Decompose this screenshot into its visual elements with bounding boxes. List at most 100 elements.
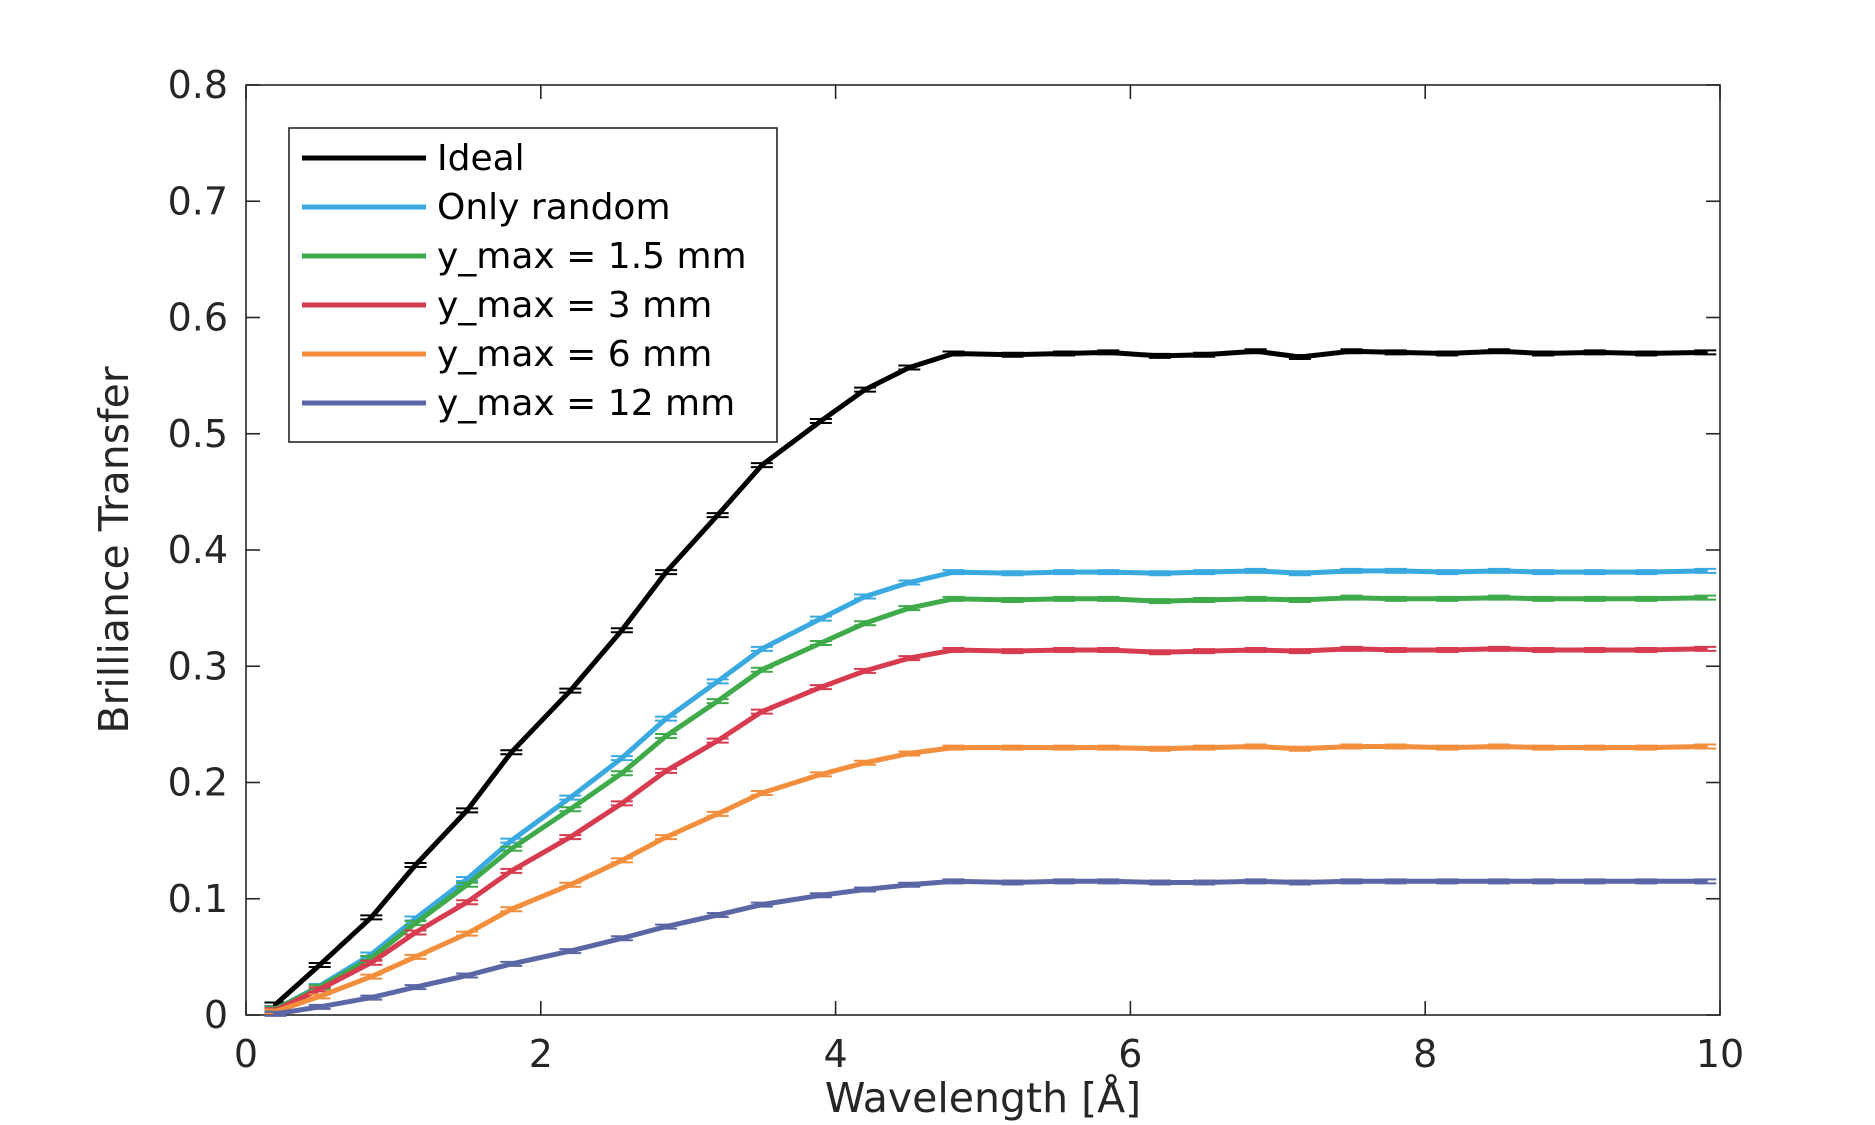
data-point [819,685,823,689]
data-point [1254,879,1258,883]
data-point [1062,746,1066,750]
data-point [1298,598,1302,602]
data-point [1202,746,1206,750]
data-point [1497,596,1501,600]
data-point [716,679,720,683]
data-point [664,734,668,738]
x-tick-label: 10 [1696,1032,1744,1076]
series-line [273,646,1708,1013]
data-point [1062,597,1066,601]
data-point [414,917,418,921]
data-point [318,994,322,998]
data-point [952,746,956,750]
data-point [273,1003,277,1007]
data-point [568,807,572,811]
data-point [1158,354,1162,358]
data-point [1106,570,1110,574]
data-point [1703,879,1707,883]
data-point [1644,352,1648,356]
data-point [1445,648,1449,652]
data-point [1644,597,1648,601]
x-tick-label: 4 [824,1032,848,1076]
data-point [1541,648,1545,652]
data-point [1158,747,1162,751]
y-tick-label: 0.8 [168,63,228,107]
data-point [1703,350,1707,354]
data-point [863,595,867,598]
data-point [952,879,956,883]
data-point [318,963,322,967]
data-point [952,352,956,356]
data-point [568,835,572,839]
data-point [1062,879,1066,883]
data-point [1062,352,1066,356]
data-point [1497,569,1501,573]
data-point [1445,879,1449,883]
data-point [1010,571,1014,575]
legend-box [288,127,778,443]
data-point [664,570,668,574]
series-line [273,744,1708,1014]
data-point [1541,352,1545,356]
legend-entry: Ideal [302,138,525,179]
data-point [1350,596,1353,600]
x-tick-label: 6 [1118,1032,1142,1076]
data-point [620,756,624,760]
data-point [1445,597,1449,601]
data-point [1350,879,1353,883]
data-point [620,936,624,940]
data-point [1593,746,1597,750]
data-series [264,348,1717,1017]
data-point [1497,744,1501,748]
data-point [1202,353,1206,357]
data-point [465,883,469,887]
data-point [1445,746,1449,750]
data-point [1703,569,1707,573]
data-point [819,641,823,645]
data-point [1158,599,1162,603]
data-point [1298,880,1302,884]
data-point [907,883,911,887]
legend-entry: y_max = 3 mm [302,285,712,326]
legend: Ideal Only random y_max = 1.5 mm y_max = 3 … [288,127,778,443]
data-point [664,769,668,773]
x-axis-title: Wavelength [Å] [825,1074,1141,1122]
data-point [1202,598,1206,602]
data-point [620,801,624,805]
data-point [1254,349,1258,353]
data-point [1298,649,1302,653]
data-point [1644,746,1648,750]
legend-label: Ideal [437,138,525,179]
data-point [907,365,911,369]
data-point [1010,746,1014,750]
data-point [318,987,322,991]
data-point [1106,879,1110,883]
legend-label: y_max = 6 mm [437,334,712,375]
data-point [863,887,867,891]
data-point [1541,597,1545,601]
data-point [819,419,823,423]
data-point [863,388,867,392]
data-point [907,581,911,585]
data-point [1593,350,1597,354]
data-point [1350,349,1353,353]
data-point [1010,880,1014,884]
data-point [414,921,418,925]
data-point [664,925,668,929]
data-point [1394,350,1398,354]
legend-entry: y_max = 12 mm [302,383,735,424]
data-point [414,955,418,959]
data-point [907,751,911,755]
data-point [716,513,720,517]
x-tick-label: 2 [529,1032,553,1076]
data-point [1158,571,1162,575]
data-point [1298,571,1302,575]
data-point [952,597,956,601]
data-point [1541,879,1545,883]
data-point [1445,352,1449,356]
data-point [1497,879,1501,883]
data-point [1202,880,1206,884]
y-tick-label: 0.3 [168,644,228,688]
